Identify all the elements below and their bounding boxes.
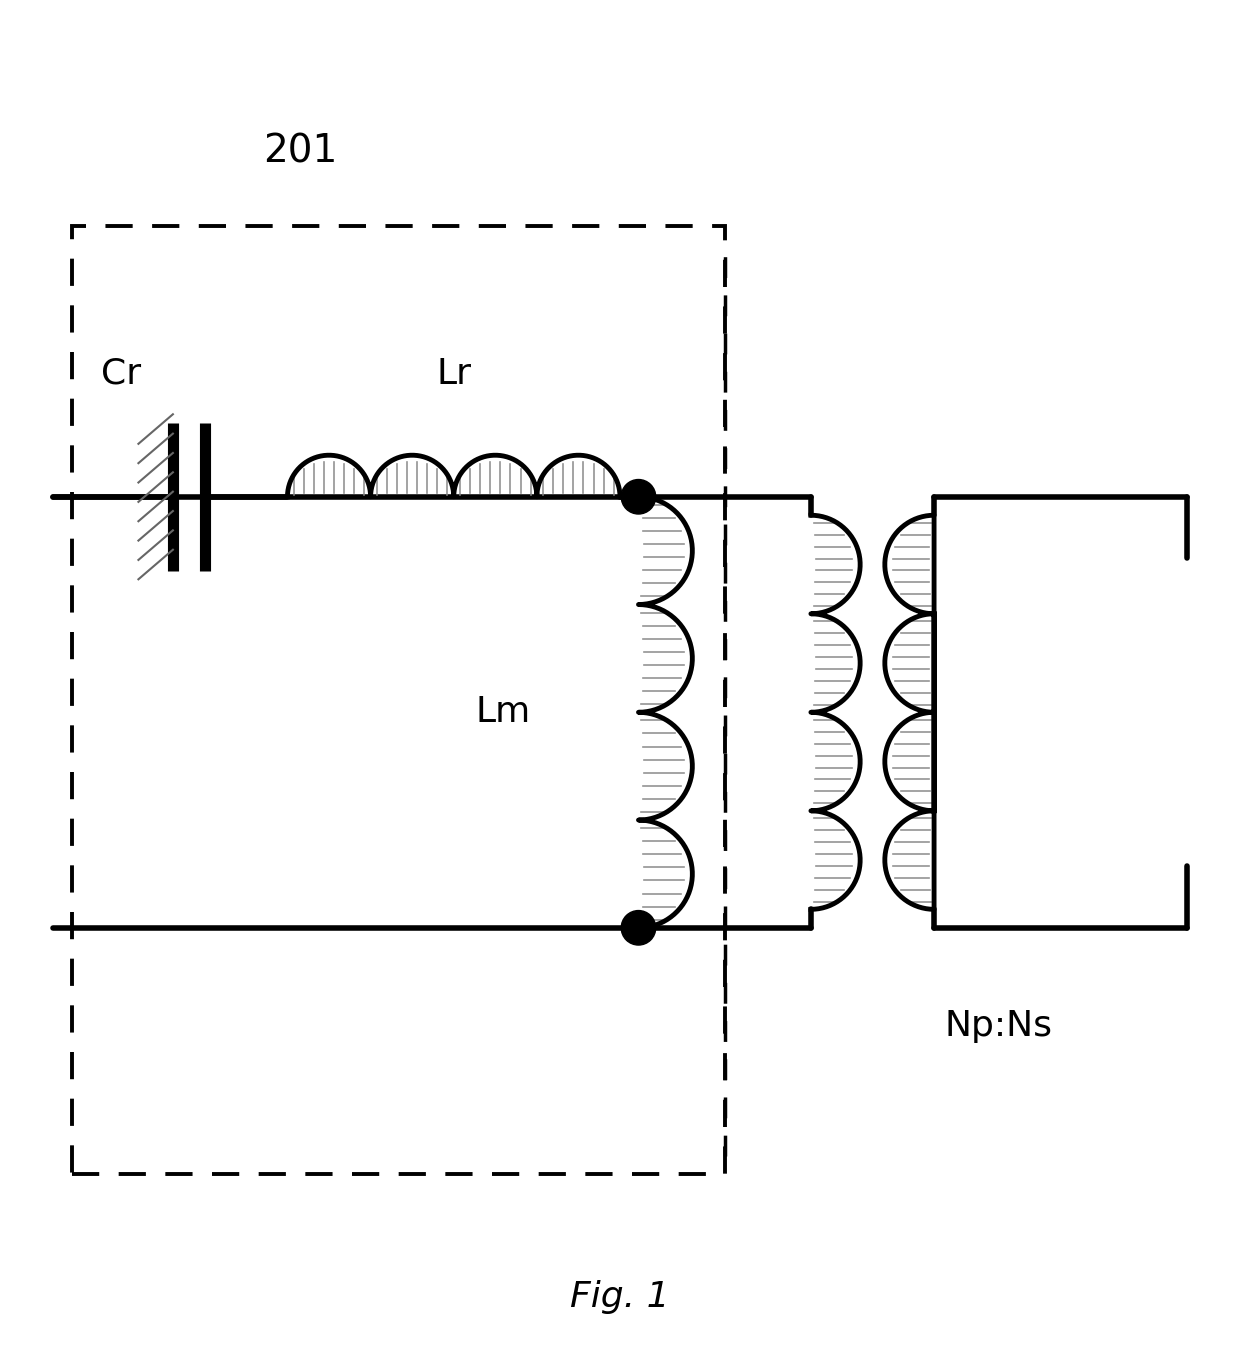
Text: 201: 201 [263, 132, 337, 170]
Text: Fig. 1: Fig. 1 [570, 1280, 670, 1314]
Circle shape [621, 480, 656, 514]
Text: Cr: Cr [102, 357, 141, 391]
Text: Np:Ns: Np:Ns [945, 1010, 1053, 1043]
Text: Lr: Lr [436, 357, 471, 391]
Text: Lm: Lm [475, 695, 531, 729]
Circle shape [621, 910, 656, 945]
